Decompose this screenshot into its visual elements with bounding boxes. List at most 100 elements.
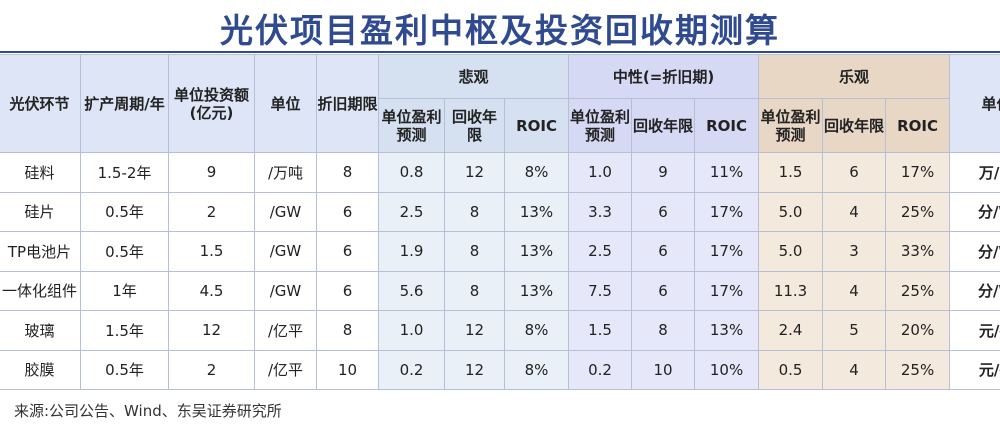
cell-depreciation: 6 <box>316 231 379 272</box>
cell-bear-roic: 13% <box>503 270 570 311</box>
header-group-neutral: 中性(=折旧期) <box>568 54 760 99</box>
cell-bear-roic: 13% <box>503 231 570 272</box>
cell-unit: /亿平 <box>254 310 317 351</box>
cell-unit-investment: 1.5 <box>168 231 255 272</box>
cell-bear-profit: 5.6 <box>378 270 445 311</box>
cell-segment: 一体化组件 <box>0 270 81 311</box>
header-neutral-roic: ROIC <box>694 98 760 153</box>
cell-unit: /GW <box>254 191 317 232</box>
cell-expansion-period: 0.5年 <box>80 191 169 232</box>
cell-bear-payback: 12 <box>444 152 505 193</box>
cell-profit-unit: 分/W <box>949 231 1000 272</box>
header-profit-unit: 单位 <box>949 54 1000 153</box>
page-title: 光伏项目盈利中枢及投资回收期测算 <box>220 11 780 50</box>
cell-unit: /亿平 <box>254 349 317 390</box>
cell-unit: /GW <box>254 231 317 272</box>
cell-profit-unit: 分/W <box>949 191 1000 232</box>
cell-unit-investment: 2 <box>168 349 255 390</box>
cell-bear-profit: 0.2 <box>378 349 445 390</box>
header-depreciation: 折旧期限 <box>316 54 379 153</box>
cell-profit-unit: 元/平 <box>949 349 1000 390</box>
cell-depreciation: 10 <box>316 349 379 390</box>
cell-neutral-roic: 17% <box>694 231 760 272</box>
header-neutral-profit: 单位盈利预测 <box>568 98 633 153</box>
cell-bear-profit: 1.0 <box>378 310 445 351</box>
cell-bull-profit: 5.0 <box>758 231 824 272</box>
cell-bull-profit: 5.0 <box>758 191 824 232</box>
cell-expansion-period: 1.5年 <box>80 310 169 351</box>
cell-bull-roic: 25% <box>885 270 951 311</box>
cell-bull-payback: 4 <box>822 349 887 390</box>
cell-neutral-payback: 9 <box>631 152 696 193</box>
cell-profit-unit: 元/平 <box>949 310 1000 351</box>
cell-unit-investment: 4.5 <box>168 270 255 311</box>
cell-bull-profit: 2.4 <box>758 310 824 351</box>
cell-segment: 硅片 <box>0 191 81 232</box>
cell-neutral-profit: 2.5 <box>568 231 633 272</box>
cell-bear-payback: 12 <box>444 310 505 351</box>
header-bull-profit: 单位盈利预测 <box>758 98 824 153</box>
header-bull-payback: 回收年限 <box>822 98 887 153</box>
cell-unit-investment: 12 <box>168 310 255 351</box>
cell-bull-roic: 17% <box>885 152 951 193</box>
cell-bull-roic: 33% <box>885 231 951 272</box>
cell-neutral-profit: 1.0 <box>568 152 633 193</box>
cell-neutral-payback: 6 <box>631 191 696 232</box>
cell-bull-roic: 25% <box>885 191 951 232</box>
cell-depreciation: 6 <box>316 191 379 232</box>
cell-profit-unit: 分/W <box>949 270 1000 311</box>
roic-table: 光伏环节 扩产周期/年 单位投资额(亿元) 单位 折旧期限 悲观 中性(=折旧期… <box>0 54 1000 390</box>
cell-bear-roic: 8% <box>503 349 570 390</box>
cell-expansion-period: 1年 <box>80 270 169 311</box>
header-neutral-payback: 回收年限 <box>631 98 696 153</box>
cell-neutral-roic: 17% <box>694 270 760 311</box>
header-group-bear: 悲观 <box>377 54 570 99</box>
cell-depreciation: 6 <box>316 270 379 311</box>
cell-neutral-profit: 0.2 <box>568 349 633 390</box>
cell-bear-payback: 8 <box>444 270 505 311</box>
cell-neutral-roic: 10% <box>694 349 760 390</box>
cell-bear-payback: 8 <box>444 231 505 272</box>
cell-bear-roic: 13% <box>503 191 570 232</box>
cell-bear-payback: 12 <box>444 349 505 390</box>
cell-segment: 硅料 <box>0 152 81 193</box>
cell-profit-unit: 万/吨 <box>949 152 1000 193</box>
cell-neutral-profit: 3.3 <box>568 191 633 232</box>
cell-unit: /万吨 <box>254 152 317 193</box>
title-underline <box>0 51 1000 53</box>
cell-bull-profit: 0.5 <box>758 349 824 390</box>
cell-neutral-payback: 6 <box>631 231 696 272</box>
cell-bull-payback: 4 <box>822 270 887 311</box>
table-body: 硅料1.5-2年9/万吨80.8128%1.0911%1.5617%万/吨硅片0… <box>0 152 1000 390</box>
cell-bear-profit: 2.5 <box>378 191 445 232</box>
cell-bear-profit: 1.9 <box>378 231 445 272</box>
cell-neutral-payback: 8 <box>631 310 696 351</box>
cell-depreciation: 8 <box>316 310 379 351</box>
cell-neutral-payback: 10 <box>631 349 696 390</box>
cell-unit: /GW <box>254 270 317 311</box>
cell-bull-roic: 20% <box>885 310 951 351</box>
cell-neutral-profit: 1.5 <box>568 310 633 351</box>
cell-neutral-payback: 6 <box>631 270 696 311</box>
cell-bull-payback: 3 <box>822 231 887 272</box>
header-bear-profit: 单位盈利预测 <box>378 98 445 153</box>
header-bull-roic: ROIC <box>885 98 951 153</box>
header-unit-investment: 单位投资额(亿元) <box>168 54 255 153</box>
cell-expansion-period: 0.5年 <box>80 231 169 272</box>
cell-neutral-profit: 7.5 <box>568 270 633 311</box>
cell-bear-roic: 8% <box>503 310 570 351</box>
table-container: 光伏环节 扩产周期/年 单位投资额(亿元) 单位 折旧期限 悲观 中性(=折旧期… <box>0 54 1000 390</box>
cell-expansion-period: 0.5年 <box>80 349 169 390</box>
cell-neutral-roic: 13% <box>694 310 760 351</box>
header-expansion-period: 扩产周期/年 <box>80 54 169 153</box>
header-group-bull: 乐观 <box>758 54 951 99</box>
cell-neutral-roic: 11% <box>694 152 760 193</box>
cell-bear-payback: 8 <box>444 191 505 232</box>
header-unit: 单位 <box>254 54 317 153</box>
